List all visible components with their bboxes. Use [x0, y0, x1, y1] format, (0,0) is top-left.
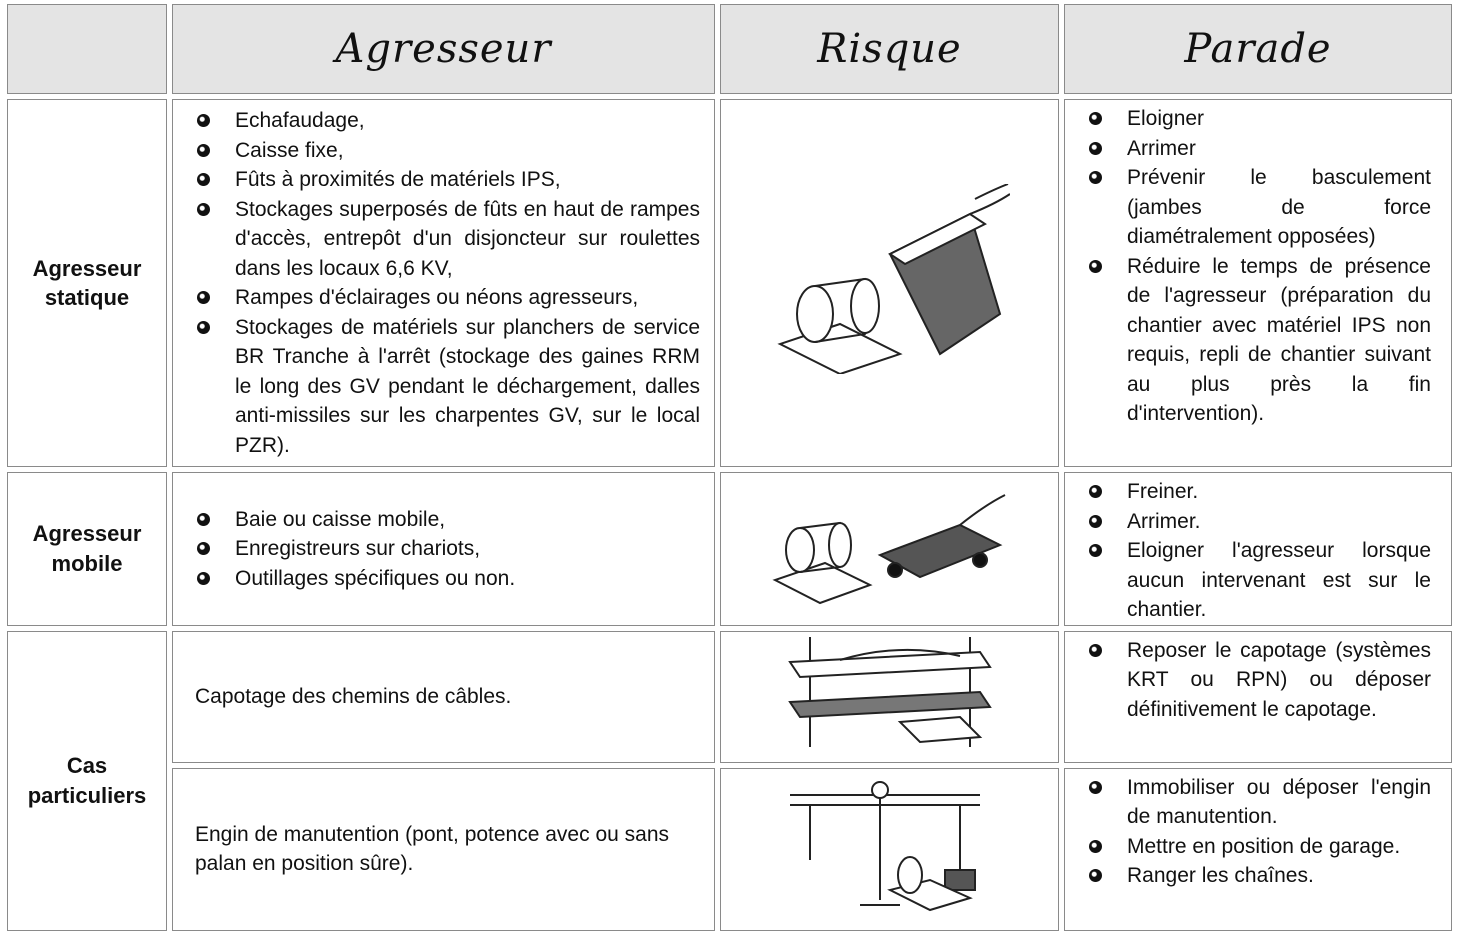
aggressor-cell: Capotage des chemins de câbles. — [172, 630, 715, 763]
parade-cell: Reposer le capotage (systèmes KRT ou RPN… — [1064, 630, 1452, 763]
drawing — [771, 493, 1005, 604]
illustration — [720, 472, 1059, 626]
list-item: Baie ou caisse mobile, — [173, 505, 714, 535]
row: Agresseur mobile Baie ou caisse mobile, En… — [7, 472, 1452, 626]
bullet-list: Echafaudage, Caisse fixe, Fûts à proximité… — [173, 106, 714, 460]
list-item: Enregistreurs sur chariots, — [173, 534, 714, 564]
parade-cell: Freiner. Arrimer. Eloigner l'agresseur lor… — [1064, 472, 1452, 626]
aggressor-cell: Baie ou caisse mobile, Enregistreurs sur … — [172, 472, 715, 626]
parade-cell: Eloigner Arrimer Prévenir le basculement (… — [1064, 99, 1452, 467]
bullet-list: Baie ou caisse mobile, Enregistreurs sur … — [173, 505, 714, 594]
list-item: Eloigner l'agresseur lorsque aucun inter… — [1065, 536, 1451, 625]
list-item: Freiner. — [1065, 477, 1451, 507]
row-label: Cas particuliers — [7, 630, 167, 931]
row: Cas particuliers Capotage des chemins de … — [7, 630, 1452, 931]
drawing — [776, 182, 1011, 375]
list-item: Arrimer. — [1065, 507, 1451, 537]
list-item: Stockages superposés de fûts en haut de … — [173, 195, 714, 284]
illustration — [720, 767, 1059, 931]
bullet-list: Freiner. Arrimer. Eloigner l'agresseur lor… — [1065, 477, 1451, 625]
list-item: Reposer le capotage (systèmes KRT ou RPN… — [1065, 636, 1451, 725]
row: Agresseur statique Echafaudage, Caisse fix… — [7, 99, 1452, 467]
drawing — [789, 780, 980, 911]
list-item: Eloigner — [1065, 104, 1451, 134]
corner — [7, 4, 167, 94]
list-item: Outillages spécifiques ou non. — [173, 564, 714, 594]
list-item: Prévenir le basculement (jambes de force… — [1065, 163, 1451, 252]
illustration — [720, 99, 1059, 467]
list-item: Immobiliser ou déposer l'engin de manute… — [1065, 773, 1451, 832]
illustration — [720, 630, 1059, 763]
list-item: Arrimer — [1065, 134, 1451, 164]
header-cell: Risque — [720, 4, 1059, 94]
parade-cell: Immobiliser ou déposer l'engin de manute… — [1064, 767, 1452, 931]
row-label: Agresseur statique — [7, 99, 167, 467]
bullet-list: Eloigner Arrimer Prévenir le basculement (… — [1065, 104, 1451, 429]
list-item: Ranger les chaînes. — [1065, 861, 1451, 891]
header-cell: Parade — [1064, 4, 1452, 94]
list-item: Caisse fixe, — [173, 136, 714, 166]
list-item: Echafaudage, — [173, 106, 714, 136]
aggressor-cell: Engin de manutention (pont, potence avec… — [172, 767, 715, 931]
header-cell: Agresseur — [172, 4, 715, 94]
row: Engin de manutention (pont, potence avec… — [7, 767, 1452, 931]
list-item: Stockages de matériels sur planchers de … — [173, 313, 714, 461]
list-item: Mettre en position de garage. — [1065, 832, 1451, 862]
row-label: Agresseur mobile — [7, 472, 167, 626]
bullet-list: Reposer le capotage (systèmes KRT ou RPN… — [1065, 636, 1451, 725]
drawing — [787, 637, 992, 748]
list-item: Réduire le temps de présence de l'agress… — [1065, 252, 1451, 429]
list-item: Fûts à proximités de matériels IPS, — [173, 165, 714, 195]
list-item: Rampes d'éclairages ou néons agresseurs, — [173, 283, 714, 313]
aggressor-cell: Echafaudage, Caisse fixe, Fûts à proximité… — [172, 99, 715, 467]
bullet-list: Immobiliser ou déposer l'engin de manute… — [1065, 773, 1451, 891]
